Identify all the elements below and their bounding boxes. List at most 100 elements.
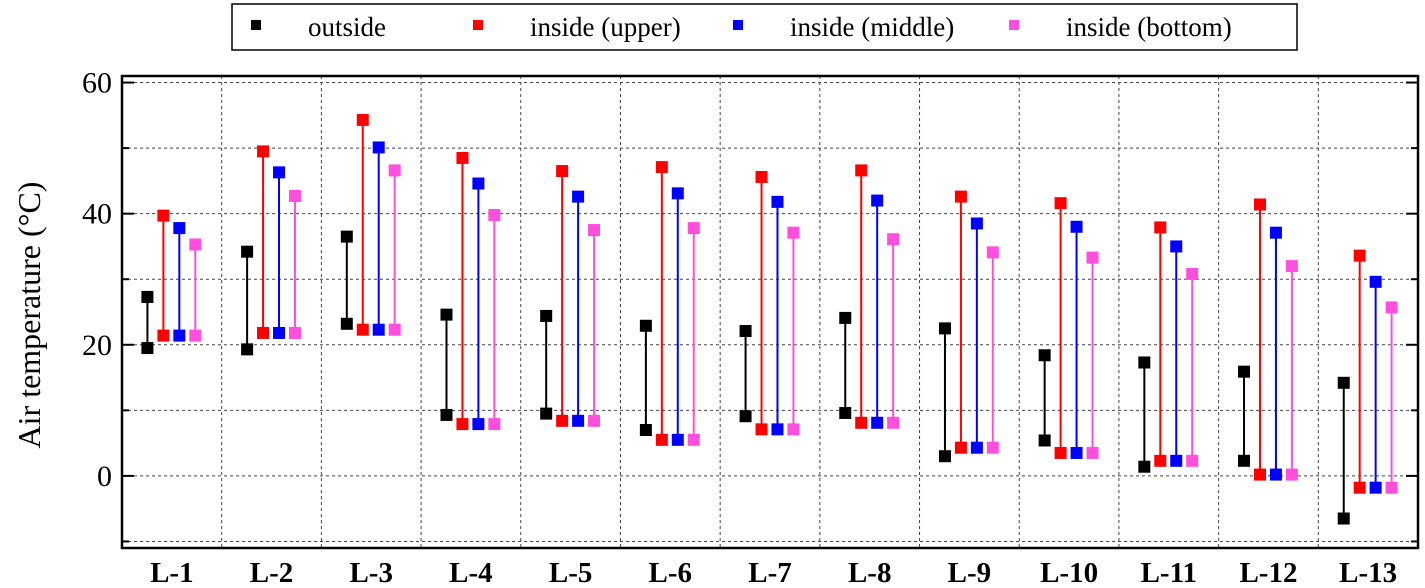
- y-tick-label: 0: [97, 460, 112, 493]
- min-marker: [540, 407, 553, 420]
- max-marker: [456, 151, 469, 164]
- min-marker: [173, 329, 186, 342]
- legend-marker: [1009, 20, 1019, 30]
- max-marker: [1170, 240, 1183, 253]
- max-marker: [655, 161, 668, 174]
- min-marker: [356, 323, 369, 336]
- min-marker: [1285, 468, 1298, 481]
- min-marker: [388, 323, 401, 336]
- max-marker: [241, 245, 254, 258]
- min-marker: [1269, 468, 1282, 481]
- max-marker: [556, 165, 569, 178]
- min-marker: [755, 423, 768, 436]
- max-marker: [1285, 260, 1298, 273]
- max-marker: [1385, 301, 1398, 314]
- max-marker: [639, 319, 652, 332]
- min-marker: [1086, 446, 1099, 459]
- y-tick-label: 40: [82, 198, 112, 231]
- max-marker: [1138, 356, 1151, 369]
- min-marker: [257, 326, 270, 339]
- max-marker: [588, 224, 601, 237]
- y-tick-label: 20: [82, 329, 112, 362]
- min-marker: [556, 414, 569, 427]
- legend-marker: [473, 20, 483, 30]
- max-marker: [388, 164, 401, 177]
- min-marker: [771, 423, 784, 436]
- min-marker: [887, 416, 900, 429]
- x-category-label: L-10: [1040, 557, 1098, 588]
- min-marker: [157, 329, 170, 342]
- max-marker: [855, 164, 868, 177]
- x-category-label: L-6: [649, 557, 693, 588]
- x-category-label: L-4: [449, 557, 493, 588]
- min-marker: [871, 416, 884, 429]
- max-marker: [340, 230, 353, 243]
- min-marker: [588, 414, 601, 427]
- min-marker: [1070, 446, 1083, 459]
- legend-label: inside (bottom): [1066, 12, 1232, 42]
- max-marker: [871, 194, 884, 207]
- min-marker: [488, 418, 501, 431]
- max-marker: [986, 246, 999, 259]
- max-marker: [488, 208, 501, 221]
- grid-lines: [122, 76, 1418, 548]
- max-marker: [755, 170, 768, 183]
- min-marker: [1038, 434, 1051, 447]
- max-marker: [739, 325, 752, 338]
- max-marker: [356, 113, 369, 126]
- min-marker: [141, 342, 154, 355]
- y-tick-label: 60: [82, 67, 112, 100]
- max-marker: [472, 177, 485, 190]
- legend-box: [231, 3, 1298, 51]
- max-marker: [1054, 197, 1067, 210]
- max-marker: [1070, 220, 1083, 233]
- max-marker: [1369, 275, 1382, 288]
- max-marker: [1038, 349, 1051, 362]
- min-marker: [572, 414, 585, 427]
- min-marker: [1054, 446, 1067, 459]
- min-marker: [340, 317, 353, 330]
- min-marker: [839, 406, 852, 419]
- min-marker: [954, 441, 967, 454]
- min-marker: [1154, 454, 1167, 467]
- min-marker: [456, 418, 469, 431]
- min-marker: [1253, 468, 1266, 481]
- max-marker: [887, 233, 900, 246]
- max-marker: [189, 238, 202, 251]
- max-marker: [572, 190, 585, 203]
- plot-frame: [120, 74, 1420, 550]
- legend-label: inside (middle): [790, 12, 954, 42]
- max-marker: [1337, 376, 1350, 389]
- min-marker: [687, 433, 700, 446]
- max-marker: [771, 195, 784, 208]
- min-marker: [1238, 454, 1251, 467]
- min-marker: [639, 424, 652, 436]
- y-axis-ticks: 0 20 40 60: [82, 67, 1418, 543]
- min-marker: [1385, 481, 1398, 494]
- data-series: [141, 113, 1398, 525]
- max-marker: [141, 290, 154, 303]
- min-marker: [970, 441, 983, 454]
- max-marker: [1186, 267, 1199, 280]
- max-marker: [1238, 365, 1251, 378]
- legend-label: outside: [308, 12, 386, 42]
- y-axis-title: Air temperature (°C): [11, 182, 47, 449]
- max-marker: [687, 222, 700, 235]
- legend-marker: [251, 20, 261, 30]
- min-marker: [273, 326, 286, 339]
- legend: outside inside (upper) inside (middle) insi…: [231, 3, 1298, 51]
- min-marker: [372, 323, 385, 336]
- x-category-label: L-7: [748, 557, 792, 588]
- max-marker: [839, 311, 852, 324]
- max-marker: [440, 308, 453, 321]
- min-marker: [855, 416, 868, 429]
- max-marker: [273, 166, 286, 179]
- max-marker: [257, 145, 270, 158]
- x-category-label: L-13: [1339, 557, 1397, 588]
- max-marker: [288, 189, 301, 202]
- min-marker: [288, 326, 301, 339]
- min-marker: [1369, 481, 1382, 494]
- min-marker: [189, 329, 202, 342]
- min-marker: [655, 433, 668, 446]
